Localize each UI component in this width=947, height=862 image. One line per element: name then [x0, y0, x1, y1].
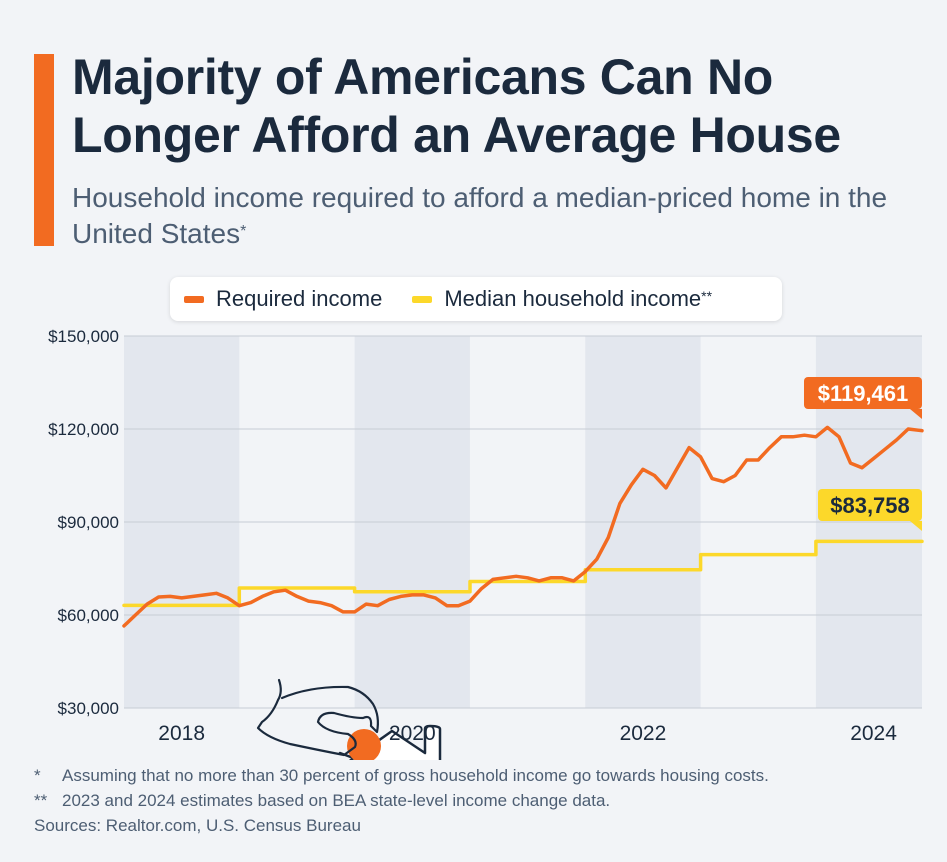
title-accent-bar [34, 54, 54, 246]
end-label-required-income-box [804, 377, 922, 409]
legend-item-required-income: Required income [184, 286, 382, 312]
series-line-required-income [122, 425, 924, 628]
page-subtitle: Household income required to afford a me… [72, 180, 932, 252]
y-tick-label: $30,000 [58, 699, 119, 718]
footnote-1-text: Assuming that no more than 30 percent of… [62, 766, 769, 785]
legend-swatch-median-income [412, 295, 433, 303]
coin-icon [347, 729, 381, 760]
footnote-1-mark: * [34, 766, 41, 785]
footnote-2-text: 2023 and 2024 estimates based on BEA sta… [62, 791, 611, 810]
income-line-chart: $119,461 $83,758 $30,000 $60,000 $90,000 $12… [48, 327, 924, 760]
legend-label-median-income: Median household income [444, 286, 702, 311]
legend-label-required-income: Required income [216, 286, 383, 311]
x-tick-label: 2018 [158, 722, 205, 745]
end-label-required-income-pointer [910, 409, 922, 419]
x-tick-label: 2024 [850, 722, 897, 745]
page-title: Majority of Americans Can No Longer Affo… [72, 49, 841, 163]
sources: Sources: Realtor.com, U.S. Census Bureau [34, 816, 361, 835]
footnotes: * Assuming that no more than 30 percent o… [34, 763, 939, 838]
data-series [122, 425, 924, 628]
end-label-median-income-pointer [910, 521, 922, 531]
hand-coin-house-icon [256, 678, 442, 760]
end-label-median-income: $83,758 [830, 493, 910, 518]
subtitle-text: Household income required to afford a me… [72, 182, 888, 249]
legend-swatch-required-income [184, 295, 204, 303]
y-tick-label: $150,000 [48, 327, 119, 346]
series-line-median-income [122, 539, 924, 608]
y-tick-label: $120,000 [48, 420, 119, 439]
footnote-2-mark: ** [34, 791, 48, 810]
end-label-median-income-box [818, 489, 922, 521]
y-tick-label: $60,000 [58, 606, 119, 625]
hand-outline [256, 678, 379, 757]
x-tick-label: 2020 [389, 722, 436, 745]
gridlines [124, 335, 922, 709]
legend-item-median-income: Median household income ** [412, 286, 712, 312]
chart-legend: Required income Median household income *… [170, 277, 782, 321]
legend-footnote-mark: ** [701, 288, 713, 304]
footnote-2: ** 2023 and 2024 estimates based on BEA s… [34, 788, 939, 813]
end-value-labels: $119,461 $83,758 [804, 377, 922, 531]
axis-labels: $30,000 $60,000 $90,000 $120,000 $150,000 201… [48, 327, 897, 745]
end-label-required-income: $119,461 [818, 381, 909, 406]
footnote-1: * Assuming that no more than 30 percent o… [34, 763, 939, 788]
subtitle-footnote-mark: * [240, 223, 247, 240]
y-tick-label: $90,000 [58, 513, 119, 532]
x-tick-label: 2022 [620, 722, 667, 745]
